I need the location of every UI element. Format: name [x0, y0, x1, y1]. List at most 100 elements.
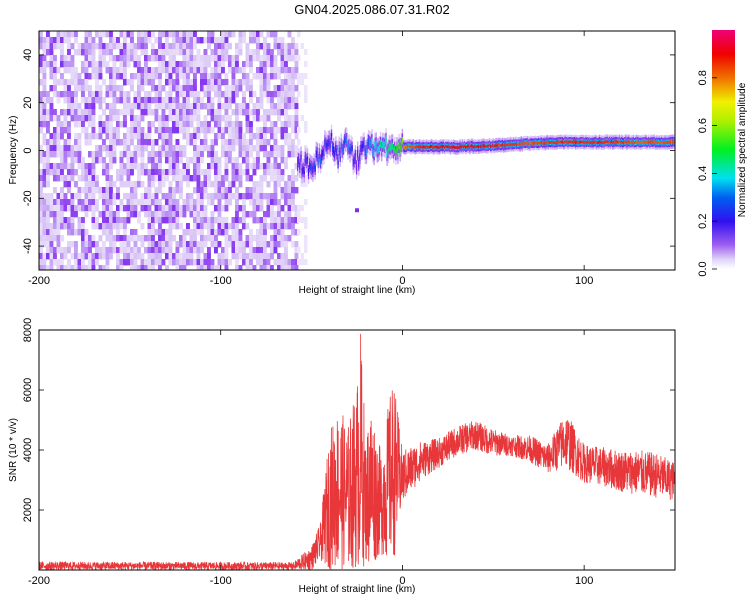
spectrogram-cell	[630, 141, 633, 144]
spectrogram-cell	[228, 187, 232, 194]
spectrogram-cell	[151, 169, 155, 176]
spectrogram-cell	[175, 211, 180, 218]
snr-x-tick-label: 100	[575, 575, 593, 587]
spectrogram-cell	[112, 151, 117, 158]
spectrogram-cell	[140, 193, 145, 200]
spectrogram-cell	[60, 235, 64, 242]
spectrogram-cell	[175, 61, 180, 68]
spectrogram-cell	[102, 79, 106, 86]
spectrogram-cell	[189, 115, 194, 122]
spectrogram-cell	[287, 43, 292, 50]
spectrogram-cell	[147, 97, 152, 104]
spectrogram-cell	[196, 103, 201, 110]
spectrogram-cell	[123, 43, 127, 50]
spectrogram-cell	[42, 265, 47, 270]
spectrogram-cell	[273, 193, 278, 200]
spectrogram-cell	[259, 229, 264, 236]
spectrogram-cell	[158, 253, 162, 260]
spectrogram-cell	[287, 79, 292, 86]
spectrogram-cell	[60, 127, 64, 134]
spectrogram-cell	[144, 43, 148, 50]
spectrogram-cell	[189, 55, 194, 62]
spectrogram-cell	[422, 145, 424, 149]
spectrogram-cell	[294, 127, 299, 134]
spectrogram-cell	[210, 139, 215, 146]
spectrogram-cell	[67, 31, 71, 38]
spectrogram-cell	[287, 259, 292, 266]
spectrogram-cell	[67, 163, 71, 170]
spectrogram-cell	[231, 133, 236, 140]
spectrogram-cell	[60, 37, 64, 44]
spectrogram-cell	[105, 217, 110, 224]
spectrogram-cell	[46, 181, 50, 188]
spectrogram-cell	[98, 91, 103, 98]
spectrogram-cell	[168, 79, 173, 86]
spectrogram-cell	[196, 127, 201, 134]
spectrogram-cell	[252, 103, 257, 110]
spectrogram-cell	[81, 79, 85, 86]
spectrogram-cell	[277, 73, 281, 80]
spectrogram-cell	[238, 253, 243, 260]
spectrogram-cell	[193, 97, 197, 104]
spectrogram-cell	[643, 140, 646, 144]
spectrogram-cell	[270, 31, 274, 38]
spectrogram-cell	[245, 109, 250, 116]
spectrogram-cell	[249, 247, 253, 254]
spectrogram-cell	[189, 37, 194, 44]
spectrogram-cell	[175, 157, 180, 164]
spectrogram-cell	[77, 223, 82, 230]
spectrogram-cell	[284, 181, 288, 188]
spectrogram-cell	[214, 157, 218, 164]
spectrogram-cell	[175, 115, 180, 122]
spectrogram-cell	[161, 31, 166, 38]
spectrogram-cell	[348, 142, 350, 151]
spectrogram-cell	[151, 43, 155, 50]
spectrogram-cell	[161, 85, 166, 92]
spectrogram-cell	[242, 199, 246, 206]
spectrogram-cell	[426, 145, 429, 149]
spectrogram-cell	[165, 97, 169, 104]
spectrogram-cell	[242, 37, 246, 44]
spectrogram-cell	[242, 151, 246, 158]
spectrogram-cell	[140, 241, 145, 248]
spectrogram-cell	[189, 133, 194, 140]
spectrogram-cell	[189, 67, 194, 74]
spectrogram-cell	[217, 85, 222, 92]
spectrogram-cell	[196, 157, 201, 164]
spectrogram-cell	[151, 241, 155, 248]
spectrogram-cell	[621, 141, 624, 145]
spectrogram-cell	[273, 103, 278, 110]
spectrogram-cell	[105, 169, 110, 176]
spectrogram-cell	[112, 85, 117, 92]
spectrogram-cell	[168, 49, 173, 56]
spectrogram-cell	[200, 193, 204, 200]
spectrogram-cell	[259, 139, 264, 146]
spectrogram-cell	[528, 142, 530, 146]
spectrogram-cell	[168, 253, 173, 260]
spectrogram-cell	[669, 140, 672, 144]
spectrogram-cell	[203, 139, 208, 146]
spectrogram-cell	[91, 109, 96, 116]
spectrogram-cell	[217, 211, 222, 218]
spectrogram-cell	[245, 43, 250, 50]
spectrogram-cell	[300, 154, 302, 162]
spectrogram-cell	[221, 79, 225, 86]
spectrogram-cell	[175, 181, 180, 188]
spectrogram-cell	[207, 91, 211, 98]
spectrogram-cell	[158, 169, 162, 176]
spectrogram-cell	[280, 43, 285, 50]
spectrogram-cell	[627, 140, 629, 144]
spectrogram-cell	[95, 151, 99, 158]
spectrogram-cell	[196, 259, 201, 266]
spectrogram-cell	[182, 241, 187, 248]
spectrogram-cell	[317, 157, 320, 165]
spectrogram-cell	[565, 140, 567, 143]
spectrogram-cell	[304, 223, 308, 229]
spectrogram-cell	[179, 37, 183, 44]
spectrogram-cell	[342, 143, 345, 152]
spectrogram-cell	[105, 205, 110, 212]
spectrogram-cell	[231, 157, 236, 164]
spectrogram-cell	[238, 31, 243, 38]
spectrogram-cell	[287, 265, 292, 270]
